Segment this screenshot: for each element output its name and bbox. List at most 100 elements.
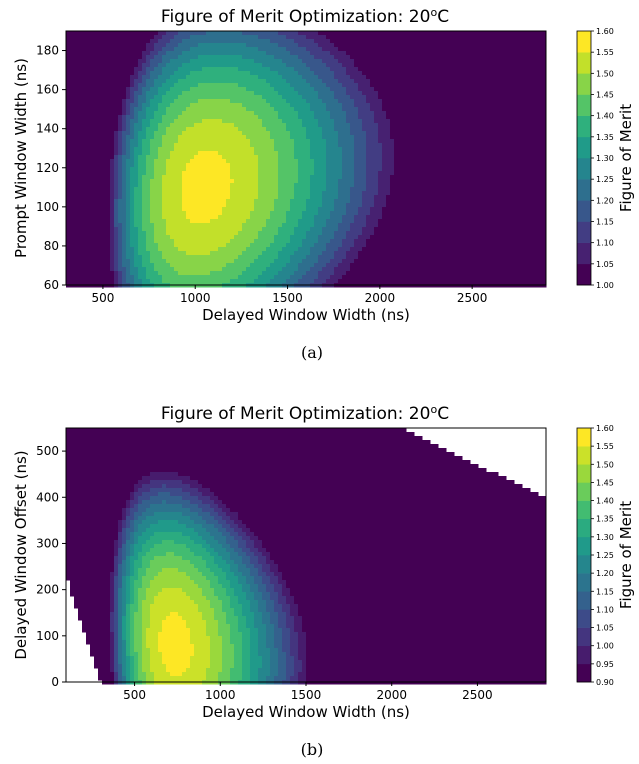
contour-cell bbox=[174, 115, 179, 120]
contour-cell bbox=[526, 43, 531, 48]
contour-cell bbox=[254, 107, 259, 112]
contour-cell bbox=[498, 155, 503, 160]
contour-cell bbox=[538, 87, 543, 92]
contour-cell bbox=[286, 55, 291, 60]
contour-cell bbox=[534, 39, 539, 44]
contour-cell bbox=[150, 131, 155, 136]
contour-cell bbox=[494, 175, 499, 180]
contour-cell bbox=[210, 155, 215, 160]
contour-cell bbox=[234, 183, 239, 188]
contour-cell bbox=[318, 111, 323, 116]
contour-cell bbox=[522, 51, 527, 56]
contour-cell bbox=[130, 111, 135, 116]
contour-cell bbox=[410, 115, 415, 120]
contour-cell bbox=[254, 87, 259, 92]
contour-cell bbox=[226, 183, 231, 188]
contour-cell bbox=[194, 55, 199, 60]
contour-cell bbox=[402, 75, 407, 80]
contour-cell bbox=[290, 119, 295, 124]
contour-cell bbox=[166, 175, 171, 180]
contour-cell bbox=[222, 75, 227, 80]
contour-cell bbox=[530, 43, 535, 48]
contour-cell bbox=[490, 123, 495, 128]
contour-cell bbox=[458, 55, 463, 60]
contour-cell bbox=[242, 139, 247, 144]
contour-cell bbox=[534, 99, 539, 104]
contour-cell bbox=[262, 95, 267, 100]
contour-cell bbox=[510, 91, 515, 96]
contour-cell bbox=[522, 47, 527, 52]
contour-cell bbox=[350, 71, 355, 76]
contour-cell bbox=[206, 107, 211, 112]
contour-cell bbox=[522, 131, 527, 136]
contour-cell bbox=[390, 135, 395, 140]
contour-cell bbox=[362, 155, 367, 160]
contour-cell bbox=[534, 83, 539, 88]
contour-cell bbox=[102, 95, 107, 100]
contour-cell bbox=[494, 151, 499, 156]
contour-cell bbox=[310, 87, 315, 92]
contour-cell bbox=[338, 183, 343, 188]
contour-cell bbox=[306, 167, 311, 172]
contour-cell bbox=[410, 163, 415, 168]
contour-cell bbox=[274, 75, 279, 80]
contour-cell bbox=[78, 111, 83, 116]
contour-cell bbox=[82, 143, 87, 148]
contour-cell bbox=[174, 135, 179, 140]
contour-cell bbox=[274, 175, 279, 180]
contour-cell bbox=[322, 187, 327, 192]
contour-cell bbox=[478, 79, 483, 84]
contour-cell bbox=[146, 155, 151, 160]
contour-cell bbox=[446, 159, 451, 164]
contour-cell bbox=[98, 191, 103, 196]
contour-cell bbox=[102, 43, 107, 48]
contour-cell bbox=[390, 55, 395, 60]
contour-cell bbox=[470, 35, 475, 40]
contour-cell bbox=[114, 159, 119, 164]
contour-cell bbox=[290, 79, 295, 84]
contour-cell bbox=[210, 175, 215, 180]
contour-cell bbox=[74, 51, 79, 56]
contour-cell bbox=[242, 91, 247, 96]
contour-cell bbox=[178, 119, 183, 124]
contour-cell bbox=[130, 55, 135, 60]
contour-cell bbox=[374, 51, 379, 56]
contour-cell bbox=[394, 79, 399, 84]
contour-cell bbox=[398, 167, 403, 172]
contour-cell bbox=[238, 179, 243, 184]
contour-cell bbox=[90, 171, 95, 176]
contour-cell bbox=[242, 123, 247, 128]
contour-cell bbox=[290, 155, 295, 160]
contour-cell bbox=[518, 59, 523, 64]
contour-cell bbox=[186, 147, 191, 152]
contour-cell bbox=[498, 191, 503, 196]
contour-cell bbox=[106, 167, 111, 172]
contour-cell bbox=[186, 51, 191, 56]
contour-cell bbox=[274, 51, 279, 56]
contour-cell bbox=[110, 147, 115, 152]
contour-cell bbox=[158, 111, 163, 116]
contour-cell bbox=[334, 191, 339, 196]
contour-cell bbox=[178, 163, 183, 168]
contour-cell bbox=[406, 87, 411, 92]
contour-cell bbox=[142, 79, 147, 84]
contour-cell bbox=[186, 171, 191, 176]
contour-cell bbox=[410, 175, 415, 180]
contour-cell bbox=[274, 171, 279, 176]
contour-cell bbox=[362, 123, 367, 128]
contour-cell bbox=[218, 51, 223, 56]
contour-cell bbox=[414, 111, 419, 116]
contour-cell bbox=[262, 139, 267, 144]
contour-cell bbox=[474, 191, 479, 196]
contour-cell bbox=[230, 107, 235, 112]
contour-cell bbox=[506, 71, 511, 76]
contour-cell bbox=[422, 75, 427, 80]
contour-cell bbox=[510, 167, 515, 172]
contour-cell bbox=[262, 83, 267, 88]
contour-cell bbox=[142, 31, 147, 36]
contour-cell bbox=[266, 151, 271, 156]
contour-cell bbox=[458, 143, 463, 148]
contour-cell bbox=[390, 159, 395, 164]
contour-cell bbox=[462, 123, 467, 128]
contour-cell bbox=[354, 183, 359, 188]
